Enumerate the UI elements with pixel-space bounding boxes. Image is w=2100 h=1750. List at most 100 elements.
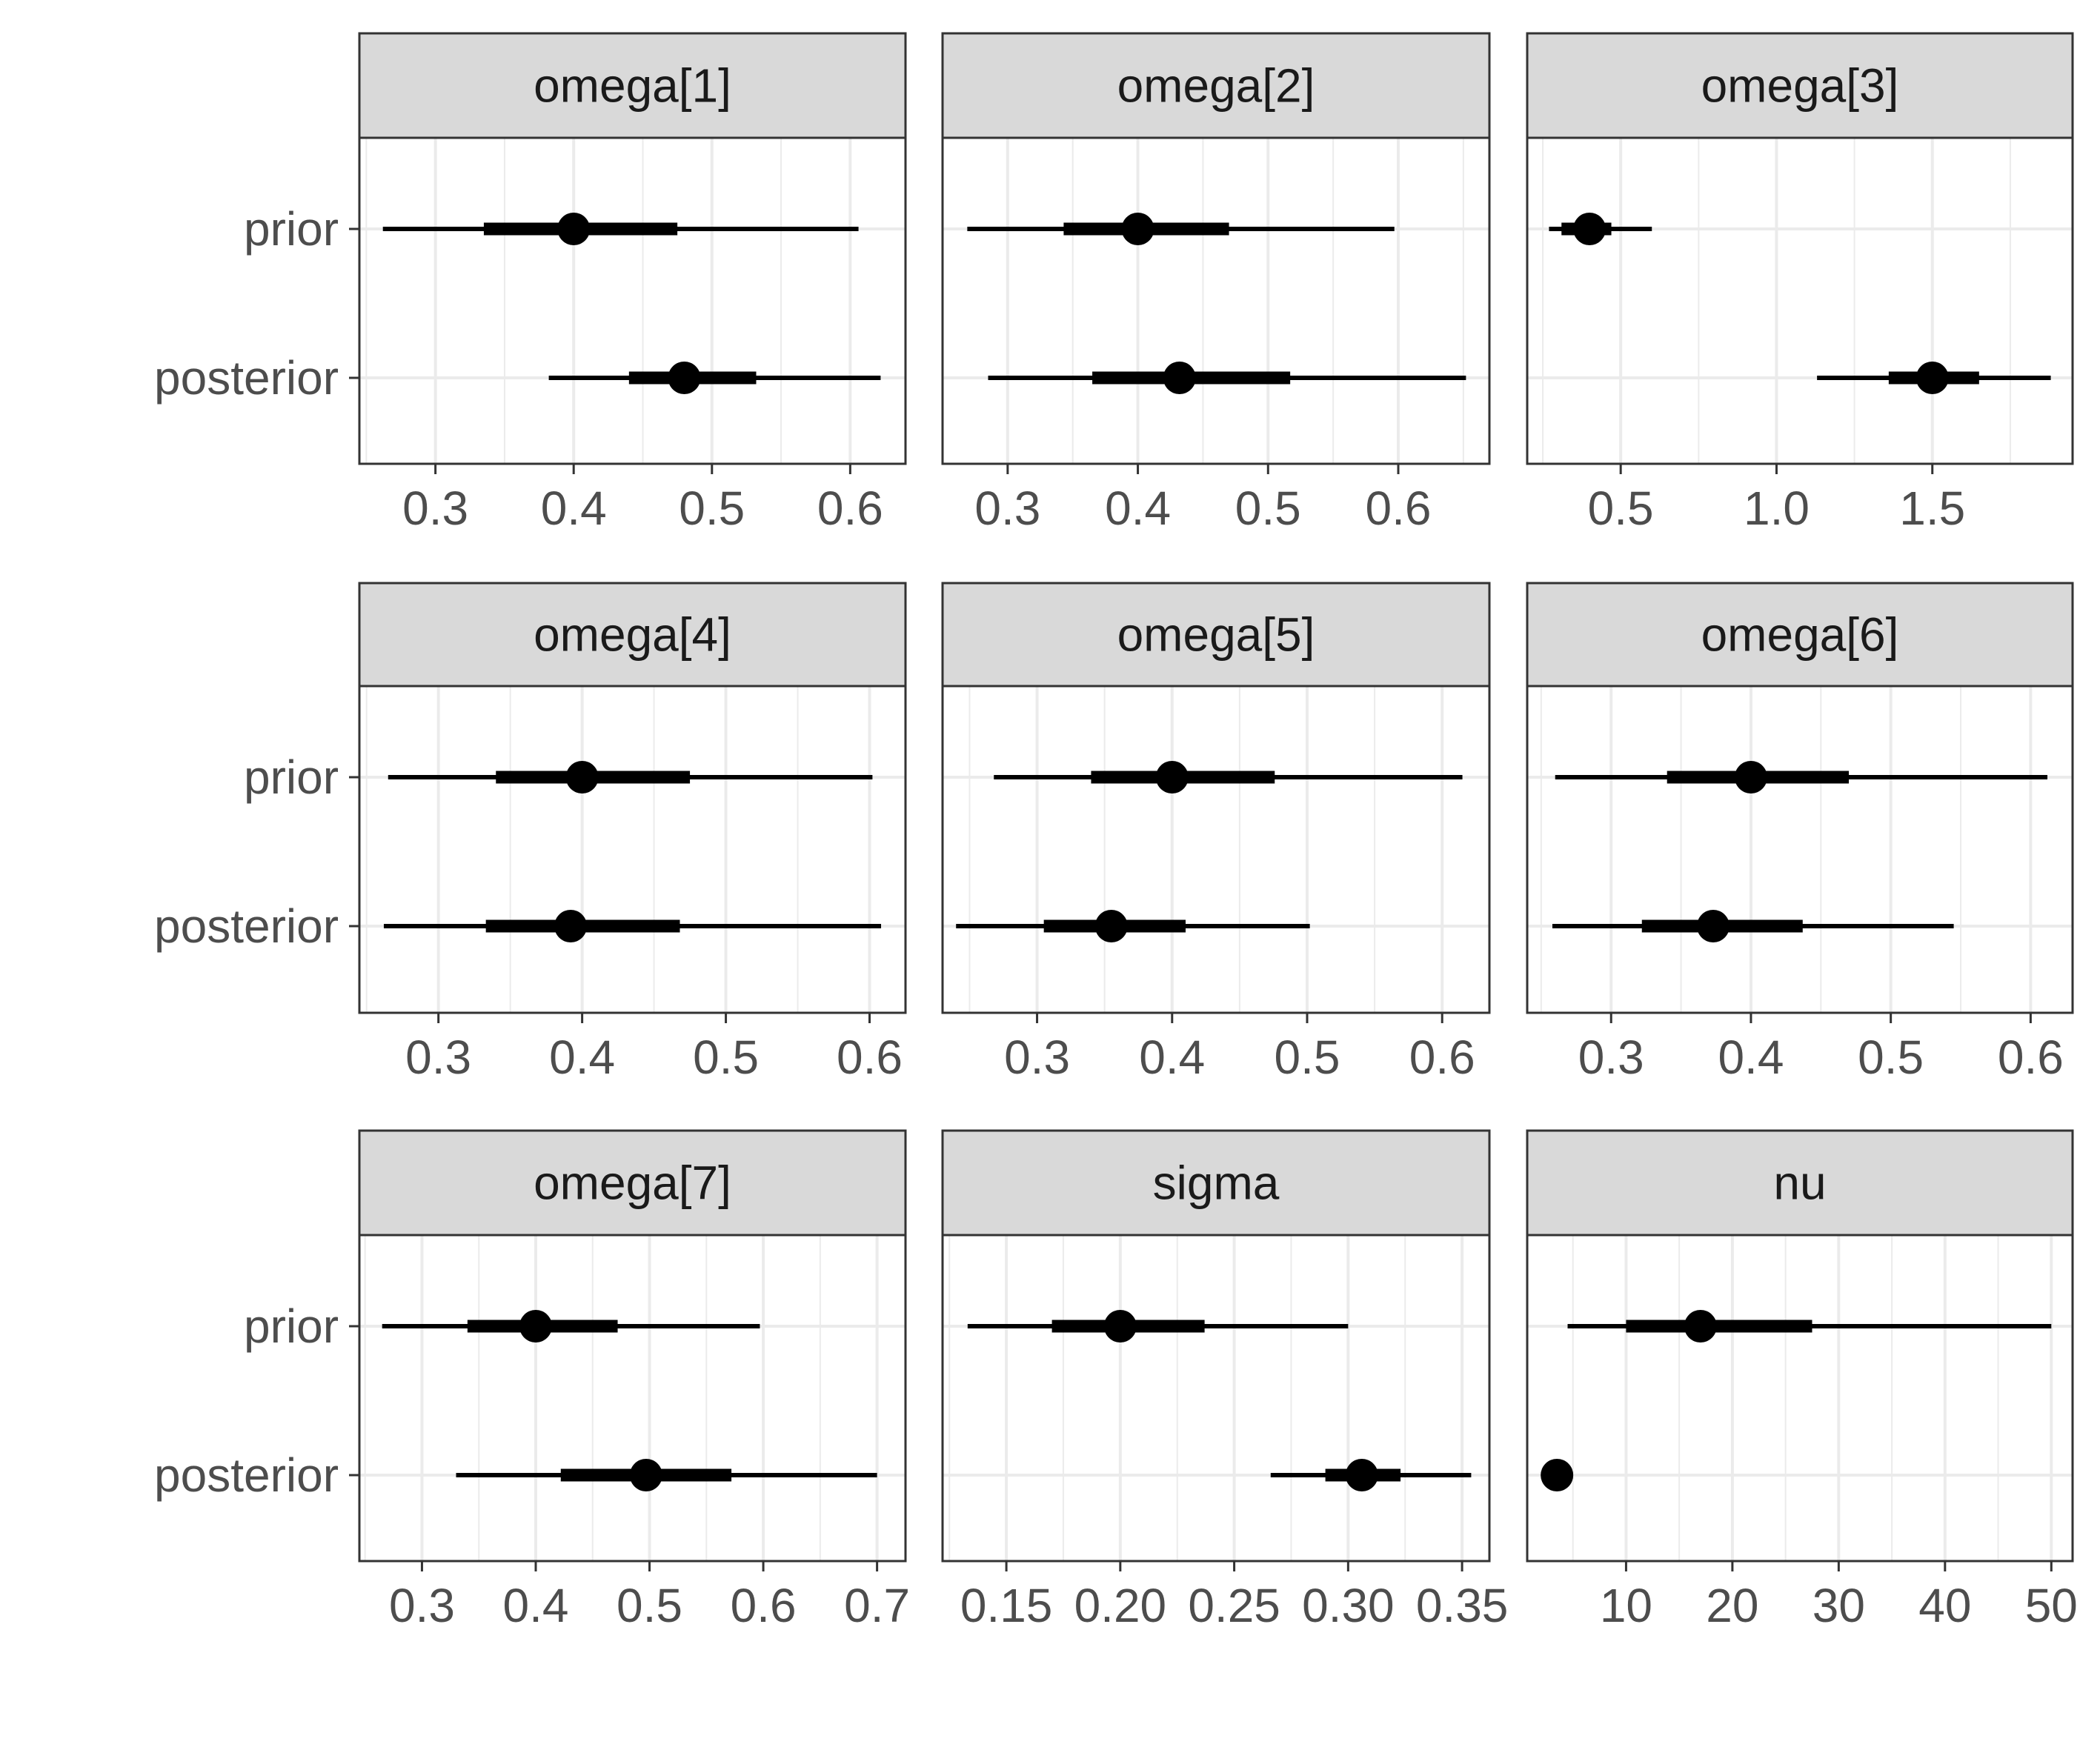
x-tick-label: 0.4 [503, 1579, 569, 1632]
panel-border [1526, 1234, 2074, 1563]
x-tick-label: 0.3 [1578, 1031, 1644, 1084]
panel-border [358, 1234, 907, 1563]
prior-point-estimate [1734, 761, 1767, 794]
x-tick-label: 10 [1600, 1579, 1652, 1632]
x-tick-label: 40 [1918, 1579, 1971, 1632]
x-tick-label: 0.20 [1074, 1579, 1167, 1632]
facet-panel: omega[7] 0.3 0.4 0.5 0.6 0.7 prior posterior [154, 1129, 910, 1632]
x-tick-label: 0.3 [389, 1579, 455, 1632]
facet-strip [1526, 32, 2074, 139]
x-tick-label: 20 [1706, 1579, 1758, 1632]
posterior-point-estimate [1094, 910, 1128, 942]
facet-panel: omega[4] 0.3 0.4 0.5 0.6 prior posterior [154, 582, 907, 1084]
y-category-label: prior [244, 202, 339, 256]
panel-background [1527, 1235, 2073, 1561]
panel-border [1526, 685, 2074, 1014]
x-tick-label: 0.4 [549, 1031, 615, 1084]
x-tick-label: 1.5 [1899, 482, 1965, 535]
x-tick-label: 0.30 [1302, 1579, 1395, 1632]
x-tick-label: 0.6 [1998, 1031, 2064, 1084]
facet-panel: omega[6] 0.3 0.4 0.5 0.6 [1526, 582, 2074, 1084]
facet-strip [358, 582, 907, 688]
panel-border [358, 685, 907, 1014]
x-tick-label: 50 [2025, 1579, 2078, 1632]
facet-panel: nu 10 20 30 40 50 [1526, 1129, 2078, 1632]
panel-border [1526, 136, 2074, 465]
facet-strip [941, 1129, 1491, 1237]
facet-title: omega[2] [1117, 59, 1315, 113]
prior-point-estimate [557, 213, 591, 245]
prior-point-estimate [1121, 213, 1154, 245]
facet-title: omega[5] [1117, 608, 1315, 662]
facet-panel: sigma 0.15 0.20 0.25 0.30 0.35 [941, 1129, 1509, 1632]
prior-point-estimate [1103, 1310, 1137, 1343]
x-tick-label: 0.6 [817, 482, 883, 535]
x-tick-label: 0.5 [693, 1031, 759, 1084]
x-tick-label: 0.3 [1004, 1031, 1070, 1084]
x-tick-label: 0.6 [731, 1579, 797, 1632]
x-tick-label: 0.6 [837, 1031, 903, 1084]
facet-title: nu [1773, 1157, 1826, 1210]
panel-background [359, 1235, 906, 1561]
x-tick-label: 0.3 [405, 1031, 471, 1084]
y-category-label: posterior [154, 351, 339, 405]
posterior-point-estimate [554, 910, 588, 942]
facet-title: omega[3] [1701, 59, 1899, 113]
x-tick-label: 0.4 [1718, 1031, 1784, 1084]
x-tick-label: 0.7 [844, 1579, 910, 1632]
x-tick-label: 0.15 [960, 1579, 1053, 1632]
panel-border [941, 1234, 1491, 1563]
x-tick-label: 0.5 [1275, 1031, 1340, 1084]
facet-strip [1526, 1129, 2074, 1237]
x-tick-label: 0.3 [402, 482, 468, 535]
prior-point-estimate [1684, 1310, 1717, 1343]
x-tick-label: 0.5 [617, 1579, 682, 1632]
facet-title: sigma [1153, 1157, 1280, 1210]
facet-panel: omega[3] 0.5 1.0 1.5 [1526, 32, 2074, 535]
panel-border [941, 136, 1491, 465]
facet-panel: omega[2] 0.3 0.4 0.5 0.6 [941, 32, 1491, 535]
facet-strip [358, 1129, 907, 1237]
facet-title: omega[6] [1701, 608, 1899, 662]
panel-border [941, 685, 1491, 1014]
x-tick-label: 0.5 [679, 482, 745, 535]
panel-background [943, 686, 1489, 1013]
x-tick-label: 0.4 [541, 482, 607, 535]
prior-point-estimate [565, 761, 599, 794]
panel-background [359, 138, 906, 464]
facet-strip [358, 32, 907, 139]
panel-background [943, 1235, 1489, 1561]
prior-point-estimate [1155, 761, 1189, 794]
panel-background [1527, 686, 2073, 1013]
y-category-label: prior [244, 751, 339, 804]
posterior-point-estimate [1696, 910, 1729, 942]
x-tick-label: 0.35 [1416, 1579, 1509, 1632]
panel-border [358, 136, 907, 465]
posterior-point-estimate [629, 1459, 662, 1491]
y-category-label: prior [244, 1300, 339, 1353]
facet-title: omega[4] [534, 608, 731, 662]
x-tick-label: 0.5 [1858, 1031, 1924, 1084]
x-tick-label: 0.6 [1366, 482, 1432, 535]
facet-panel: omega[5] 0.3 0.4 0.5 0.6 [941, 582, 1491, 1084]
posterior-point-estimate [1345, 1459, 1378, 1491]
panel-background [943, 138, 1489, 464]
prior-point-estimate [519, 1310, 552, 1343]
x-tick-label: 0.3 [974, 482, 1040, 535]
x-tick-label: 0.6 [1409, 1031, 1475, 1084]
panel-background [359, 686, 906, 1013]
x-tick-label: 0.25 [1188, 1579, 1280, 1632]
x-tick-label: 30 [1812, 1579, 1865, 1632]
y-category-label: posterior [154, 899, 339, 953]
x-tick-label: 1.0 [1744, 482, 1810, 535]
facet-title: omega[1] [534, 59, 731, 113]
panel-background [1527, 138, 2073, 464]
posterior-point-estimate [1915, 362, 1949, 394]
x-tick-label: 0.5 [1588, 482, 1654, 535]
x-tick-label: 0.5 [1235, 482, 1301, 535]
y-category-label: posterior [154, 1448, 339, 1502]
panels-layer: omega[1]0.3 0.4 0.5 0.6priorposterioromega[… [154, 32, 2078, 1632]
facet-panel: omega[1] 0.3 0.4 0.5 0.6 prior posterior [154, 32, 907, 535]
facet-title: omega[7] [534, 1157, 731, 1210]
